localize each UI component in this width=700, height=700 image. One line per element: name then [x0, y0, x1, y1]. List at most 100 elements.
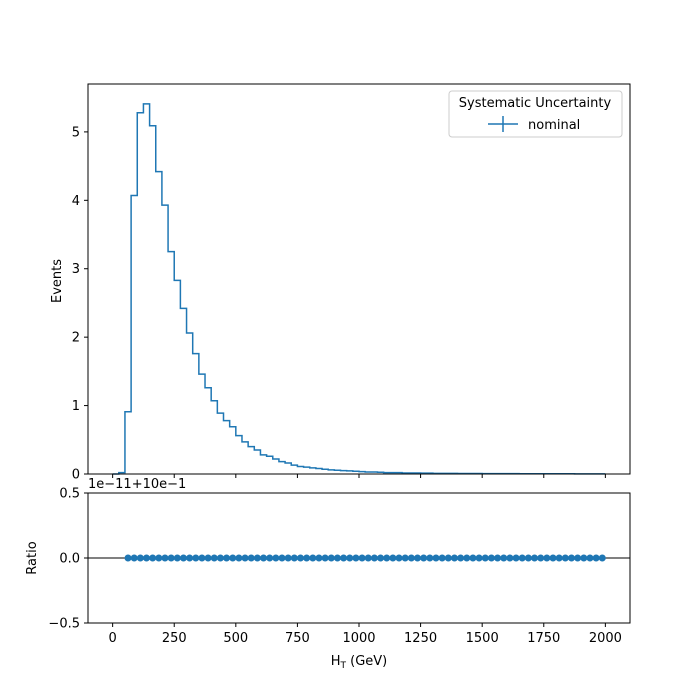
bottom-y-axis-label: Ratio	[25, 541, 40, 574]
top-y-tick-label: 2	[72, 331, 80, 346]
ratio-point	[346, 554, 354, 562]
top-y-axis-label: Events	[50, 259, 65, 303]
ratio-point	[272, 554, 280, 562]
bottom-panel: 1e−11+10e−1 −0.5 0.0 0.5 0 250 500 750 1000 125…	[25, 477, 631, 671]
ratio-point	[469, 554, 477, 562]
top-y-ticks: 0 1 2 3 4 5	[72, 125, 88, 483]
ratio-point	[494, 554, 502, 562]
ratio-point	[284, 554, 292, 562]
ratio-point	[247, 554, 255, 562]
bottom-plot-area	[88, 554, 630, 562]
ratio-point	[253, 554, 261, 562]
ratio-point	[124, 554, 132, 562]
ratio-point	[136, 554, 144, 562]
ratio-point	[216, 554, 224, 562]
x-tick-label: 1500	[466, 631, 499, 646]
top-panel: 0 1 2 3 4 5 Events Systematic Uncertainty nom…	[50, 83, 631, 483]
ratio-point	[155, 554, 163, 562]
ratio-point	[186, 554, 194, 562]
ratio-point	[235, 554, 243, 562]
top-y-tick-label: 5	[72, 125, 80, 140]
ratio-point	[143, 554, 151, 562]
ratio-point	[592, 554, 600, 562]
bottom-y-tick-label: −0.5	[48, 617, 80, 632]
bottom-y-ticks: −0.5 0.0 0.5	[48, 487, 88, 632]
x-axis-label: HT (GeV)	[331, 654, 388, 671]
ratio-point	[303, 554, 311, 562]
ratio-point	[149, 554, 157, 562]
ratio-point	[229, 554, 237, 562]
top-y-tick-label: 3	[72, 262, 80, 277]
ratio-point	[524, 554, 532, 562]
x-tick-label: 1750	[527, 631, 560, 646]
x-tick-label: 1000	[342, 631, 375, 646]
ratio-point	[487, 554, 495, 562]
ratio-point	[309, 554, 317, 562]
ratio-point	[383, 554, 391, 562]
ratio-point	[352, 554, 360, 562]
ratio-point	[531, 554, 539, 562]
ratio-point	[389, 554, 397, 562]
ratio-point	[210, 554, 218, 562]
ratio-point	[574, 554, 582, 562]
ratio-point	[450, 554, 458, 562]
top-y-tick-label: 1	[72, 399, 80, 414]
ratio-point	[241, 554, 249, 562]
bottom-y-tick-label: 0.5	[59, 487, 80, 502]
top-y-tick-label: 4	[72, 194, 80, 209]
x-tick-label: 500	[223, 631, 248, 646]
ratio-point	[173, 554, 181, 562]
ratio-point	[260, 554, 268, 562]
legend-marker-nominal	[488, 116, 518, 132]
bottom-offset-text: 1e−11+10e−1	[88, 477, 186, 492]
ratio-point	[290, 554, 298, 562]
ratio-point	[223, 554, 231, 562]
ratio-point	[444, 554, 452, 562]
ratio-point	[333, 554, 341, 562]
x-tick-label: 2000	[589, 631, 622, 646]
ratio-point	[432, 554, 440, 562]
x-tick-label: 1250	[404, 631, 437, 646]
ratio-point	[518, 554, 526, 562]
ratio-point	[463, 554, 471, 562]
ratio-point	[364, 554, 372, 562]
ratio-point	[543, 554, 551, 562]
bottom-y-tick-label: 0.0	[59, 552, 80, 567]
ratio-point	[401, 554, 409, 562]
bottom-x-ticks: 0 250 500 750 1000 1250 1500 1750 2000	[108, 623, 622, 646]
ratio-point	[586, 554, 594, 562]
ratio-point	[537, 554, 545, 562]
ratio-point	[395, 554, 403, 562]
x-tick-label: 250	[162, 631, 187, 646]
ratio-point	[438, 554, 446, 562]
legend-box	[448, 90, 623, 138]
ratio-point	[161, 554, 169, 562]
ratio-point	[321, 554, 329, 562]
top-x-ticks	[112, 474, 606, 478]
x-tick-label: 750	[285, 631, 310, 646]
legend-entry-nominal: nominal	[528, 118, 580, 133]
ratio-point	[549, 554, 557, 562]
legend: Systematic Uncertainty nominal	[448, 90, 623, 138]
ratio-point	[567, 554, 575, 562]
ratio-point	[315, 554, 323, 562]
ratio-point	[506, 554, 514, 562]
ratio-point	[327, 554, 335, 562]
ratio-point	[266, 554, 274, 562]
top-y-tick-label: 0	[72, 468, 80, 483]
ratio-point	[130, 554, 138, 562]
ratio-point	[561, 554, 569, 562]
ratio-point	[414, 554, 422, 562]
ratio-point	[167, 554, 175, 562]
legend-title: Systematic Uncertainty	[459, 96, 612, 111]
ratio-point	[555, 554, 563, 562]
ratio-point	[377, 554, 385, 562]
ratio-point	[358, 554, 366, 562]
ratio-point	[598, 554, 606, 562]
ratio-point	[278, 554, 286, 562]
ratio-point	[179, 554, 187, 562]
ratio-point	[512, 554, 520, 562]
ratio-point	[192, 554, 200, 562]
ratio-point	[580, 554, 588, 562]
